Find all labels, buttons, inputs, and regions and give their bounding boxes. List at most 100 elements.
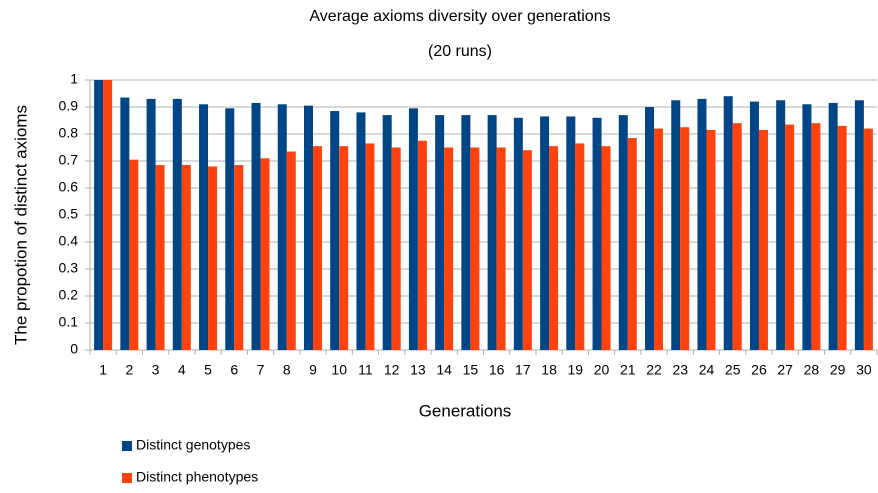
y-tick-label: 0.5 (59, 206, 79, 222)
bar (549, 146, 559, 350)
x-tick-label: 18 (541, 362, 557, 378)
bar (854, 100, 864, 350)
x-tick-label: 10 (331, 362, 347, 378)
bar (592, 117, 602, 350)
bar (863, 128, 873, 350)
x-tick-label: 30 (856, 362, 872, 378)
x-tick-label: 21 (620, 362, 636, 378)
x-tick-label: 9 (309, 362, 317, 378)
bar (723, 96, 733, 350)
bar (513, 117, 523, 350)
bar (654, 128, 664, 350)
x-tick-label: 22 (646, 362, 662, 378)
bar (645, 107, 655, 350)
bar (540, 116, 550, 350)
bar (627, 138, 637, 350)
bar (286, 151, 296, 350)
x-tick-label: 26 (751, 362, 767, 378)
bar (749, 101, 759, 350)
x-tick-label: 15 (463, 362, 479, 378)
bar (408, 108, 418, 350)
x-tick-label: 14 (436, 362, 452, 378)
bar (837, 125, 847, 351)
bar (785, 124, 795, 350)
x-tick-label: 20 (594, 362, 610, 378)
bar (356, 112, 366, 351)
x-tick-label: 28 (804, 362, 820, 378)
bar (470, 147, 480, 350)
y-tick-label: 0 (70, 341, 78, 357)
bar (303, 105, 313, 351)
bar (697, 98, 707, 351)
x-tick-label: 6 (230, 362, 238, 378)
x-tick-label: 11 (358, 362, 373, 378)
bar (146, 98, 156, 351)
bar (522, 150, 532, 350)
bar (251, 102, 261, 350)
bar (496, 147, 506, 350)
bar (312, 146, 322, 350)
bar (487, 115, 497, 350)
bar (155, 165, 165, 350)
bar (339, 146, 349, 350)
bar (208, 166, 218, 350)
bar (732, 123, 742, 350)
x-tick-label: 16 (489, 362, 505, 378)
y-tick-label: 0.8 (59, 125, 79, 141)
bar (417, 140, 427, 350)
bar (225, 108, 235, 350)
y-tick-label: 1 (70, 71, 78, 87)
bar (802, 104, 812, 350)
bar (680, 127, 690, 350)
y-tick-label: 0.1 (59, 314, 79, 330)
x-tick-label: 7 (257, 362, 265, 378)
bar (776, 100, 786, 350)
x-tick-label: 3 (152, 362, 160, 378)
bar (260, 158, 270, 350)
y-tick-label: 0.6 (59, 179, 79, 195)
bar (199, 104, 209, 350)
bar (618, 115, 628, 350)
x-axis-title: Generations (419, 401, 512, 420)
x-tick-label: 12 (384, 362, 400, 378)
bar (444, 147, 454, 350)
x-tick-label: 24 (699, 362, 715, 378)
x-tick-label: 17 (515, 362, 531, 378)
bar (828, 102, 838, 350)
x-tick-label: 8 (283, 362, 291, 378)
bar (103, 80, 113, 350)
bar (382, 115, 392, 350)
bar (461, 115, 471, 350)
bar (566, 116, 576, 350)
chart-subtitle: (20 runs) (428, 43, 492, 60)
bar (601, 146, 611, 350)
bar (277, 104, 287, 350)
y-tick-label: 0.2 (59, 287, 79, 303)
bar (435, 115, 445, 350)
y-tick-label: 0.4 (59, 233, 79, 249)
x-tick-label: 4 (178, 362, 186, 378)
bar (129, 159, 139, 350)
bar (758, 129, 768, 350)
legend-swatch (122, 473, 132, 483)
x-tick-label: 1 (99, 362, 107, 378)
bar (330, 111, 340, 350)
x-tick-label: 19 (568, 362, 584, 378)
bar (391, 147, 401, 350)
legend-label: Distinct genotypes (136, 437, 250, 453)
x-tick-label: 27 (777, 362, 793, 378)
x-tick-label: 5 (204, 362, 212, 378)
bar (575, 143, 585, 350)
bar (94, 80, 104, 350)
bar (120, 97, 130, 350)
bar (811, 123, 821, 350)
y-tick-label: 0.9 (59, 98, 79, 114)
legend-label: Distinct phenotypes (136, 469, 258, 485)
y-tick-label: 0.7 (59, 152, 79, 168)
chart-title: Average axioms diversity over generation… (309, 8, 610, 25)
bar (172, 98, 182, 351)
x-tick-label: 29 (830, 362, 846, 378)
legend-swatch (122, 441, 132, 451)
x-tick-label: 2 (125, 362, 133, 378)
